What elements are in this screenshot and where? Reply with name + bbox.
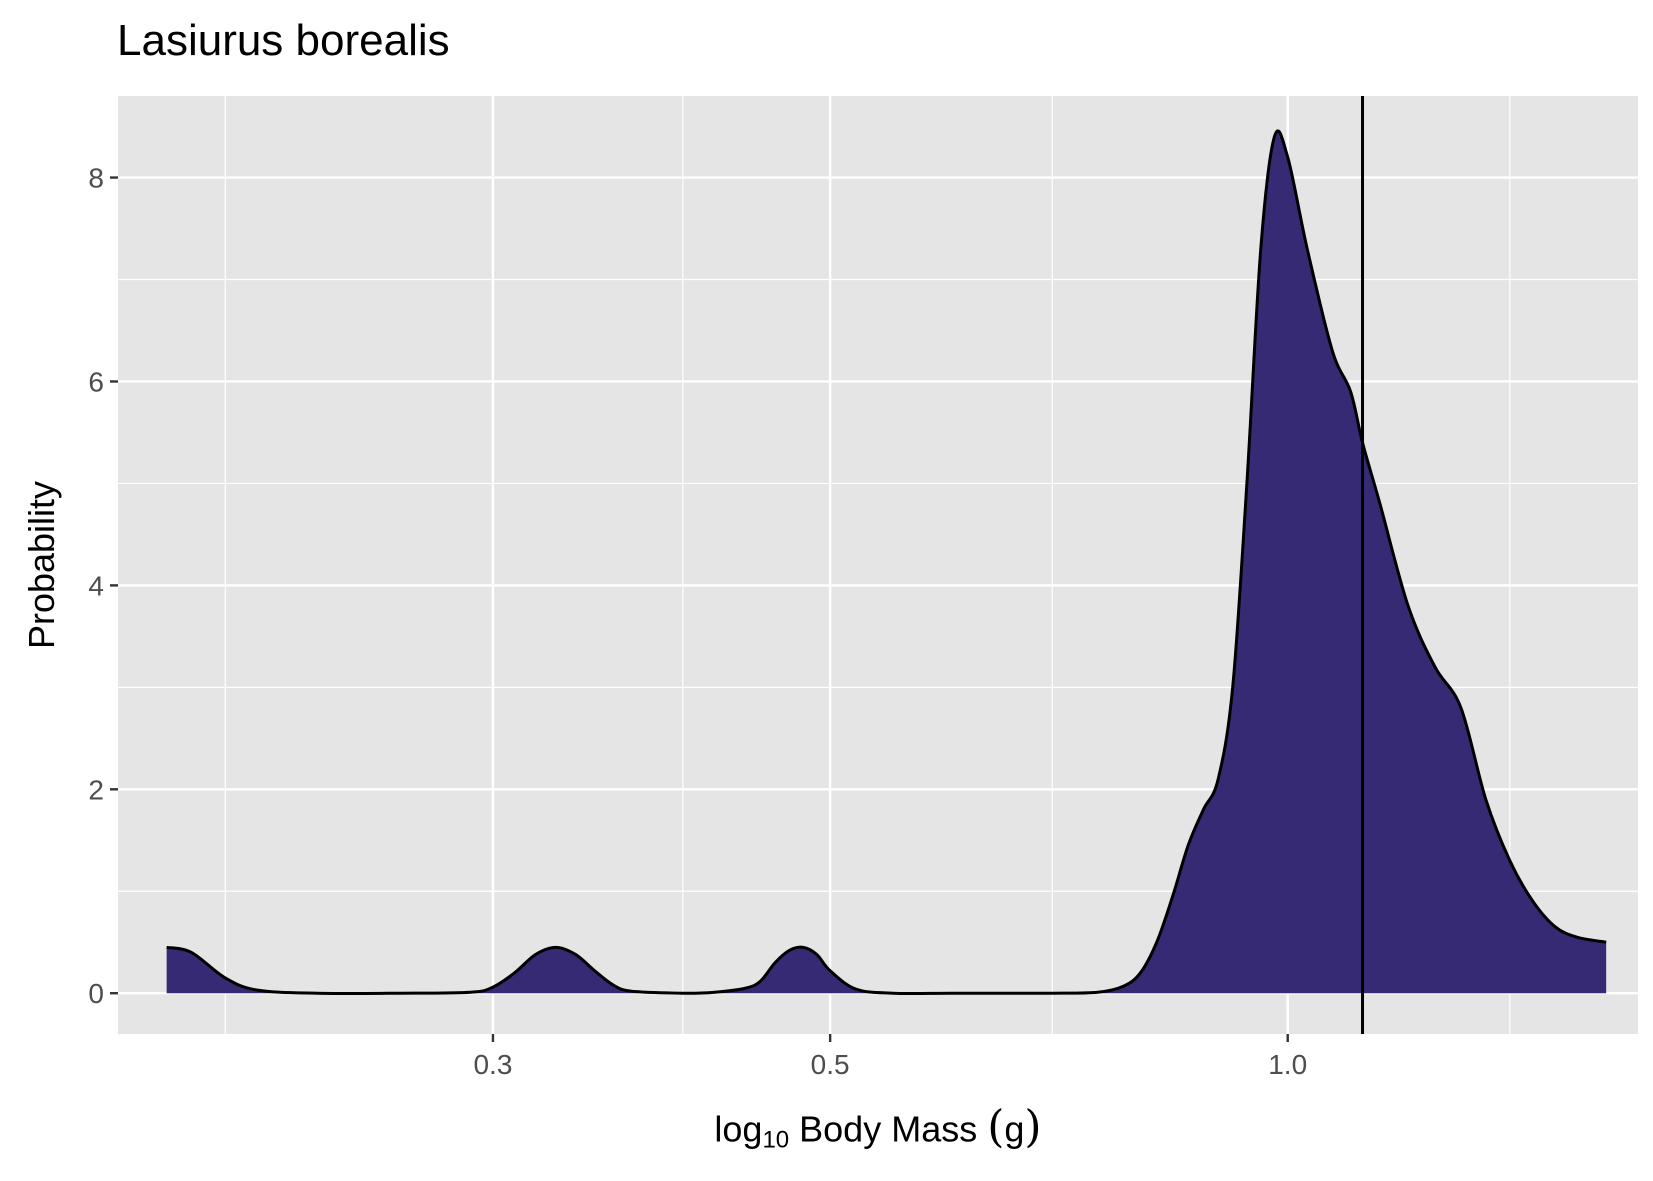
y-tick-label: 4 [88, 570, 104, 601]
y-tick-label: 8 [88, 163, 104, 194]
density-area [166, 130, 1607, 994]
y-tick-label: 2 [88, 774, 104, 805]
density-outline [166, 129, 1607, 996]
x-axis-title-paren-open: ( [987, 1101, 1005, 1153]
x-axis-title-unit: g [1004, 1108, 1025, 1150]
y-axis-title: Probability [21, 480, 62, 650]
x-tick-label: 1.0 [1268, 1049, 1307, 1080]
x-axis: 0.3 0.5 1.0 [473, 1034, 1307, 1080]
y-tick-label: 0 [88, 978, 104, 1009]
x-axis-title-paren-close: ) [1024, 1101, 1042, 1153]
x-axis-title: log10 Body Mass (g) [714, 1102, 1041, 1155]
y-axis: 0 2 4 6 8 [88, 163, 118, 1009]
chart-title: Lasiurus borealis [117, 16, 450, 65]
x-axis-title-main: Body Mass [789, 1108, 988, 1150]
x-axis-title-subscript: 10 [762, 1126, 790, 1154]
x-tick-label: 0.3 [473, 1049, 512, 1080]
x-tick-label: 0.5 [811, 1049, 850, 1080]
y-tick-label: 6 [88, 366, 104, 397]
x-axis-title-prefix: log [714, 1108, 763, 1150]
